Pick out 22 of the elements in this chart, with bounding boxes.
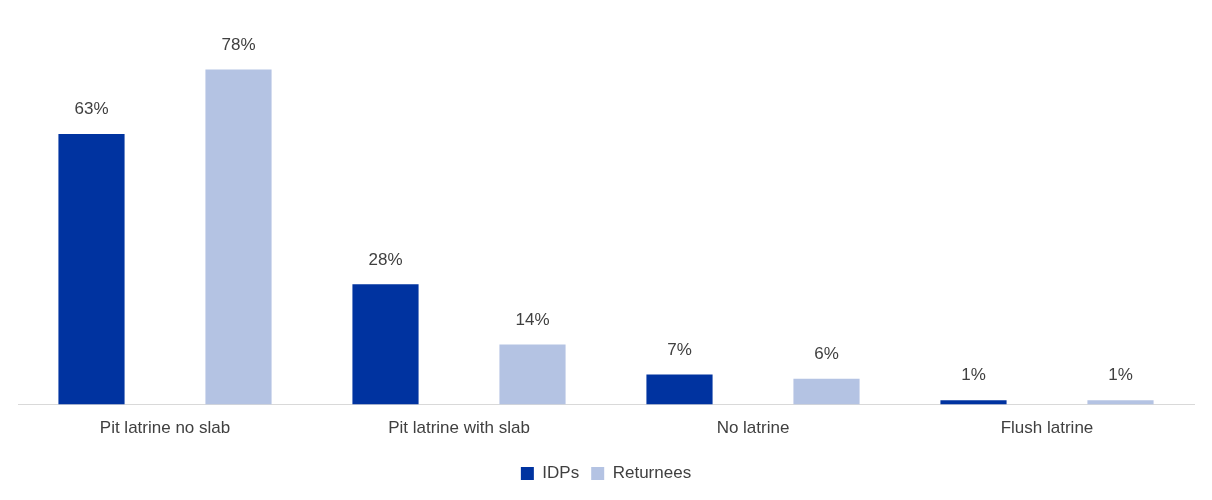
data-label: 78% [221, 34, 256, 54]
data-label: 14% [515, 309, 550, 329]
data-label: 28% [368, 249, 403, 269]
data-label: 7% [667, 339, 692, 359]
bar [940, 400, 1007, 405]
data-label: 1% [1108, 365, 1133, 385]
bar [352, 284, 419, 405]
x-tick-label: Pit latrine with slab [388, 418, 530, 438]
legend-label: IDPs [542, 463, 580, 483]
legend-label: Returnees [612, 463, 692, 483]
x-tick-label: No latrine [716, 418, 790, 438]
bar [1087, 400, 1154, 405]
bar [793, 378, 860, 405]
data-label: 6% [814, 344, 839, 364]
data-label: 63% [74, 99, 109, 119]
bar [646, 374, 713, 405]
bar [205, 69, 272, 405]
bar [58, 133, 125, 405]
x-tick-label: Pit latrine no slab [99, 418, 231, 438]
data-label: 1% [961, 365, 986, 385]
x-tick-label: Flush latrine [1000, 418, 1094, 438]
bar [499, 344, 566, 405]
